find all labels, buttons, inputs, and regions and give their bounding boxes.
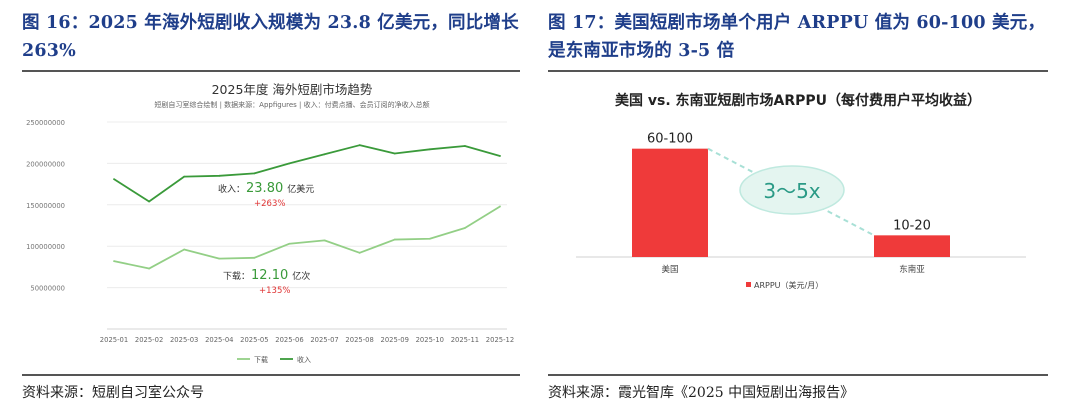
arppu-chart-box: 美国 vs. 东南亚短剧市场ARPPU（每付费用户平均收益） 60-100 美国 10… — [548, 76, 1048, 374]
x-tick-label: 2025-11 — [451, 336, 479, 344]
downloads-point — [113, 260, 115, 263]
chart-subtitle: 短剧自习室综合绘制 | 数据来源：Appfigures | 收入：付费点播、会员… — [154, 100, 429, 109]
trend-chart-box: 2025年度 海外短剧市场趋势短剧自习室综合绘制 | 数据来源：Appfigur… — [22, 76, 520, 374]
annotation-unit: 亿次 — [292, 270, 310, 282]
legend-swatch — [746, 282, 751, 287]
downloads-point — [428, 237, 431, 240]
y-tick-label: 200000000 — [26, 160, 65, 168]
downloads-point — [323, 239, 326, 242]
legend-label: ARPPU（美元/月） — [754, 280, 823, 290]
y-tick-label: 50000000 — [30, 285, 65, 293]
downloads-point — [464, 227, 466, 229]
revenue-point — [288, 162, 291, 165]
downloads-point — [393, 238, 396, 241]
x-category-label: 东南亚 — [899, 264, 925, 275]
x-tick-label: 2025-12 — [486, 336, 514, 344]
left-figure-panel: 图 16：2025 年海外短剧收入规模为 23.8 亿美元，同比增长 263% … — [22, 0, 520, 401]
revenue-point — [253, 172, 256, 175]
arppu-bar-chart: 美国 vs. 东南亚短剧市场ARPPU（每付费用户平均收益） 60-100 美国 10… — [576, 92, 1026, 290]
bar-value-label: 60-100 — [647, 132, 693, 147]
downloads-series-line — [113, 205, 501, 270]
downloads-point — [218, 257, 221, 260]
x-tick-label: 2025-03 — [170, 336, 198, 344]
legend-revenue-label: 收入 — [297, 355, 311, 364]
revenue-point — [393, 152, 396, 155]
downloads-point — [358, 251, 361, 254]
x-tick-label: 2025-09 — [381, 336, 409, 344]
downloads-point — [499, 205, 501, 208]
y-tick-label: 250000000 — [26, 119, 65, 127]
revenue-point — [499, 155, 501, 157]
x-tick-label: 2025-08 — [345, 336, 373, 344]
revenue-point — [113, 178, 115, 181]
revenue-point — [464, 145, 466, 147]
downloads-point — [288, 242, 291, 245]
top-rule — [22, 70, 520, 72]
downloads-annotation: 下载：12.10 亿次 — [223, 268, 310, 283]
x-tick-label: 2025-07 — [310, 336, 338, 344]
x-tick-label: 2025-04 — [205, 336, 233, 344]
annotation-unit: 亿美元 — [287, 183, 314, 195]
figure-17-title: 图 17：美国短剧市场单个用户 ARPPU 值为 60-100 美元，是东南亚市… — [548, 13, 1046, 61]
x-category-label: 美国 — [661, 264, 678, 275]
annotation-value: 23.80 — [246, 181, 283, 196]
ratio-bubble — [739, 165, 845, 215]
bar-value-label: 10-20 — [893, 218, 931, 233]
top-rule — [548, 70, 1048, 72]
revenue-point — [183, 175, 186, 178]
bar-us — [632, 148, 708, 257]
x-tick-label: 2025-06 — [275, 336, 303, 344]
annotation-prefix: 收入： — [218, 183, 245, 195]
chart-title: 美国 vs. 东南亚短剧市场ARPPU（每付费用户平均收益） — [615, 92, 981, 109]
annotation-growth: +263% — [254, 199, 285, 209]
revenue-series-line — [113, 144, 501, 203]
annotation-growth: +135% — [259, 286, 290, 296]
x-tick-label: 2025-01 — [100, 336, 128, 344]
annotation-value: 12.10 — [251, 268, 288, 283]
revenue-point — [218, 174, 221, 177]
legend-downloads-label: 下载 — [254, 355, 268, 364]
ratio-label: 3～5x — [763, 179, 820, 203]
chart-title: 2025年度 海外短剧市场趋势 — [212, 82, 373, 97]
x-tick-label: 2025-05 — [240, 336, 268, 344]
downloads-point — [183, 248, 186, 251]
annotation-prefix: 下载： — [223, 270, 250, 282]
revenue-point — [428, 148, 431, 151]
downloads-point — [148, 267, 150, 270]
bottom-rule — [548, 374, 1048, 376]
downloads-point — [253, 256, 256, 259]
bar-sea — [874, 235, 950, 257]
x-tick-label: 2025-02 — [135, 336, 163, 344]
bottom-rule — [22, 374, 520, 376]
figure-16-title: 图 16：2025 年海外短剧收入规模为 23.8 亿美元，同比增长 263% — [22, 13, 519, 61]
y-tick-label: 100000000 — [26, 243, 65, 251]
right-figure-panel: 图 17：美国短剧市场单个用户 ARPPU 值为 60-100 美元，是东南亚市… — [548, 0, 1048, 401]
revenue-point — [148, 200, 150, 203]
y-tick-label: 150000000 — [26, 202, 65, 210]
figure-17-source: 资料来源：霞光智库《2025 中国短剧出海报告》 — [548, 385, 855, 401]
revenue-annotation: 收入：23.80 亿美元 — [218, 181, 314, 196]
revenue-point — [358, 144, 361, 147]
x-tick-label: 2025-10 — [416, 336, 444, 344]
figure-16-source: 资料来源：短剧自习室公众号 — [22, 385, 204, 401]
revenue-point — [323, 153, 326, 156]
